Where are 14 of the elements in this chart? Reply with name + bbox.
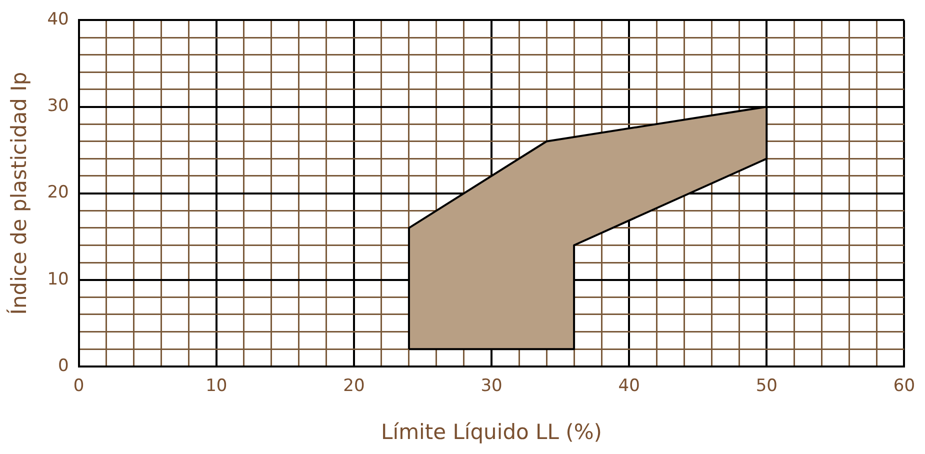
y-axis-title: Índice de plasticidad Ip: [6, 72, 32, 315]
x-tick-label: 20: [343, 376, 365, 396]
y-tick-label: 30: [47, 96, 69, 116]
x-axis-title: Límite Líquido LL (%): [381, 420, 602, 444]
x-tick-label: 0: [73, 376, 84, 396]
x-tick-label: 50: [756, 376, 778, 396]
x-tick-label: 60: [893, 376, 916, 396]
x-tick-label: 40: [618, 376, 640, 396]
y-tick-label: 0: [58, 356, 69, 376]
x-tick-label: 30: [480, 376, 502, 396]
x-tick-label: 10: [206, 376, 228, 396]
y-tick-label: 20: [47, 182, 69, 203]
y-tick-label: 10: [47, 269, 69, 290]
y-tick-label: 40: [47, 10, 69, 30]
